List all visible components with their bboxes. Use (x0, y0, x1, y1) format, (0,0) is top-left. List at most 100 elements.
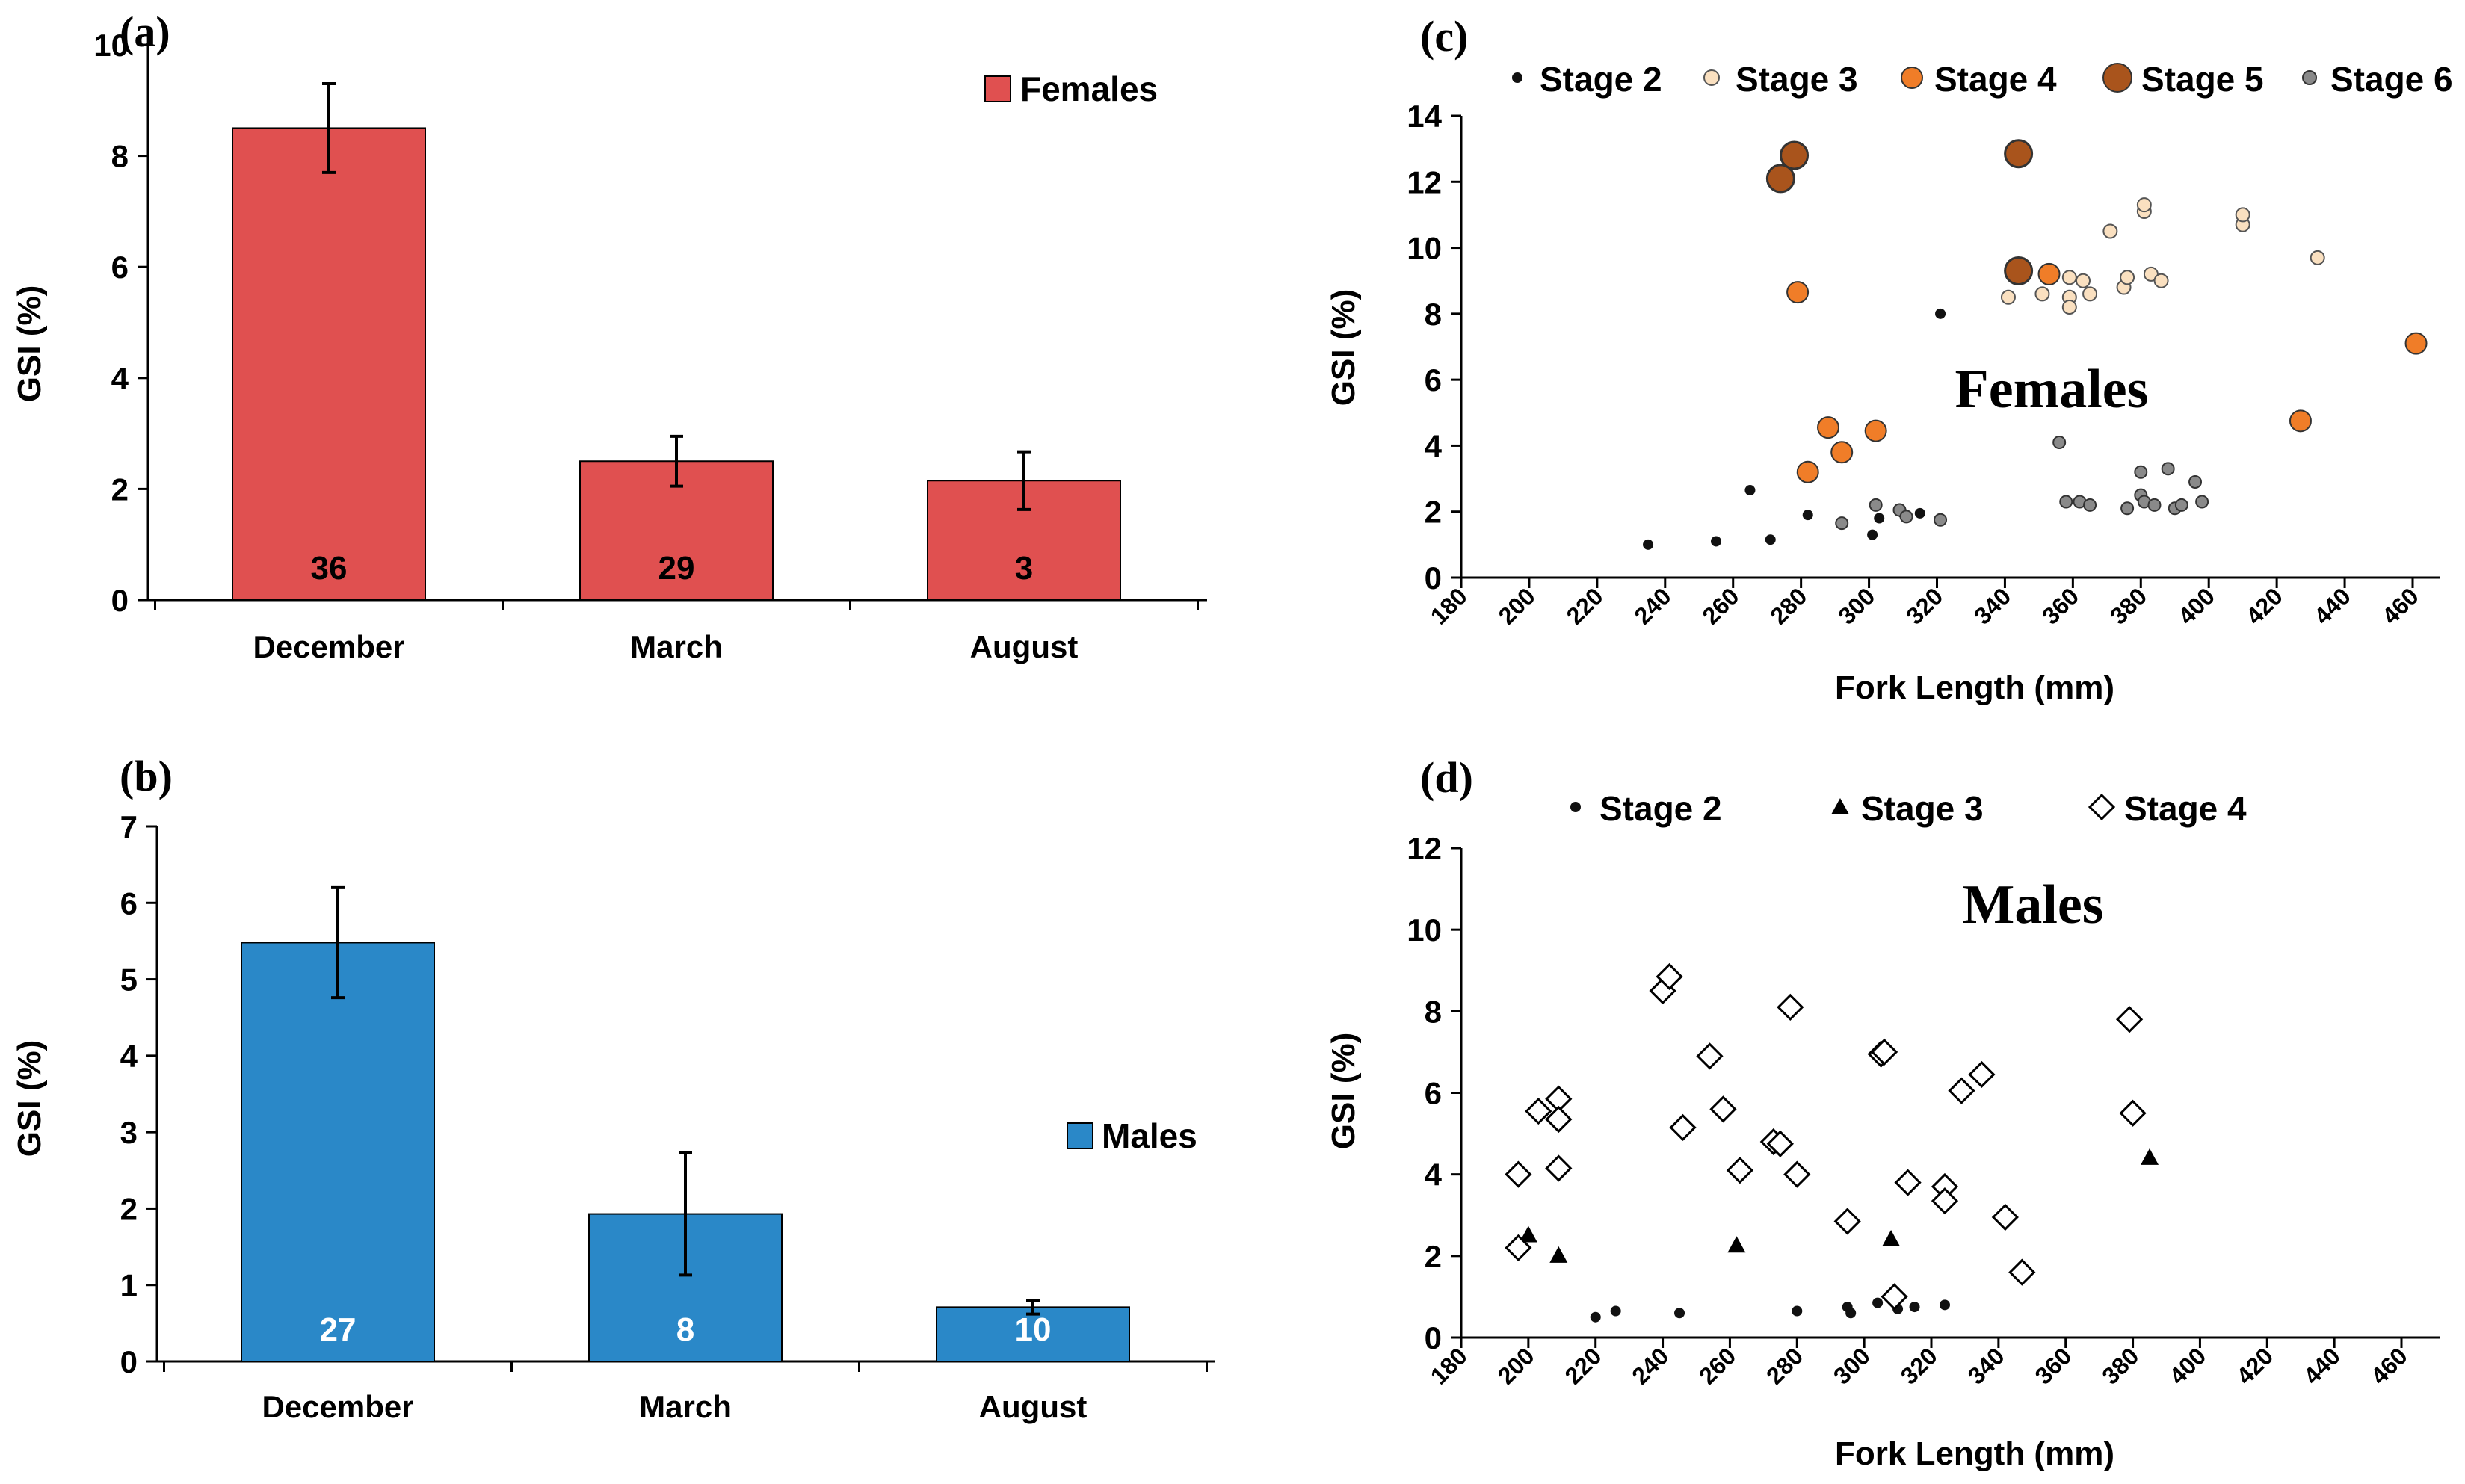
point-c-stage6 (2083, 498, 2097, 512)
panel-label-b: (b) (120, 752, 173, 800)
point-c-stage3 (2000, 289, 2016, 305)
y-tick-label-a: 4 (111, 361, 129, 396)
legend-c-stage6-label: Stage 6 (2330, 60, 2453, 99)
legend-c-stage6-marker (2302, 70, 2317, 85)
x-tick-label-c: 360 (2037, 582, 2084, 629)
point-d-stage4 (1991, 1203, 2019, 1231)
legend-d-stage2-label: Stage 2 (1599, 789, 1722, 828)
point-d-stage2 (1872, 1297, 1884, 1308)
y-tick-label-b: 7 (120, 809, 138, 844)
y-tick-label-b: 5 (120, 962, 138, 998)
legend-c: Stage 2 Stage 3 Stage 4 Stage 5 Stage 6 (1512, 60, 2453, 99)
point-c-stage6 (2059, 495, 2073, 509)
ylabel-b: GSI (%) (11, 1040, 48, 1157)
point-d-stage3 (1549, 1246, 1568, 1263)
legend-c-stage2-marker (1512, 72, 1522, 83)
point-c-stage4 (2289, 409, 2312, 433)
y-tick-label-d: 10 (1407, 912, 1442, 947)
legend-c-stage2-label: Stage 2 (1540, 60, 1662, 99)
x-tick-label-c: 200 (1493, 582, 1540, 629)
bar-august (936, 1306, 1130, 1363)
xlabel-d: Fork Length (mm) (1835, 1435, 2114, 1472)
point-c-stage2 (1643, 539, 1654, 550)
point-d-stage4 (1505, 1234, 1532, 1262)
point-c-stage6 (2120, 501, 2135, 516)
point-d-stage4 (2008, 1258, 2036, 1286)
bar-count-label: 29 (658, 550, 695, 587)
males-overlay-label: Males (1962, 874, 2103, 936)
panel-label-a: (a) (120, 7, 170, 56)
y-tick-label-b: 3 (120, 1115, 138, 1150)
point-d-stage4 (1726, 1157, 1754, 1184)
point-c-stage6 (2134, 465, 2148, 479)
point-c-stage2 (1802, 510, 1813, 521)
x-tick-label-c: 380 (2105, 582, 2152, 629)
ylabel-d: GSI (%) (1325, 1033, 1362, 1149)
legend-label-females: Females (1020, 69, 1158, 108)
y-tick-label-c: 6 (1425, 362, 1442, 398)
point-c-stage3 (2061, 270, 2077, 285)
point-d-stage4 (1545, 1105, 1573, 1134)
point-c-stage4 (1796, 460, 1819, 483)
y-tick-label-d: 4 (1425, 1157, 1443, 1193)
legend-d: Stage 2 Stage 3 Stage 4 (1570, 789, 2247, 828)
point-d-stage4 (1833, 1208, 1861, 1235)
category-label-december: December (262, 1389, 413, 1424)
x-tick-label-d: 220 (1559, 1342, 1606, 1389)
y-tick-label-a: 10 (93, 28, 129, 63)
point-d-stage2 (1909, 1302, 1920, 1313)
y-tick-label-b: 0 (120, 1344, 138, 1379)
point-d-stage4 (1894, 1169, 1922, 1196)
y-tick-label-a: 6 (111, 250, 129, 285)
x-tick-label-c: 320 (1901, 582, 1948, 629)
y-tick-label-d: 6 (1425, 1076, 1442, 1111)
y-tick-label-d: 0 (1425, 1320, 1442, 1355)
legend-d-stage4-label: Stage 4 (2124, 789, 2247, 828)
x-tick-label-d: 440 (2298, 1342, 2345, 1389)
x-tick-label-c: 340 (1969, 582, 2016, 629)
legend-c-stage5-marker (2102, 63, 2132, 93)
y-tick-label-a: 8 (111, 139, 129, 174)
x-tick-label-d: 240 (1626, 1342, 1673, 1389)
y-tick-label-d: 8 (1425, 994, 1442, 1029)
point-d-stage4 (1656, 962, 1683, 991)
y-tick-label-d: 12 (1407, 831, 1442, 866)
category-label-march: March (639, 1389, 732, 1424)
point-c-stage3 (2153, 273, 2169, 288)
y-tick-label-c: 8 (1425, 297, 1442, 332)
y-tick-label-c: 4 (1425, 428, 1443, 463)
x-tick-label-d: 400 (2164, 1342, 2211, 1389)
x-tick-label-d: 300 (1828, 1342, 1875, 1389)
point-d-stage4 (1870, 1038, 1898, 1066)
x-tick-label-d: 320 (1895, 1342, 1943, 1389)
ylabel-c: GSI (%) (1325, 289, 1362, 406)
point-d-stage3 (1882, 1230, 1901, 1246)
point-c-stage3 (2061, 300, 2077, 315)
y-tick-label-a: 0 (111, 583, 129, 618)
legend-swatch-females (984, 75, 1011, 102)
y-tick-label-b: 2 (120, 1191, 138, 1226)
point-c-stage3 (2034, 286, 2050, 302)
point-c-stage4 (2037, 262, 2061, 285)
point-c-stage2 (1744, 485, 1756, 496)
x-tick-label-d: 380 (2097, 1342, 2144, 1389)
point-d-stage4 (1783, 1160, 1811, 1188)
point-c-stage5 (2004, 256, 2034, 285)
point-c-stage5 (1765, 164, 1795, 194)
point-c-stage6 (1835, 516, 1849, 531)
bar-count-label: 10 (1015, 1311, 1052, 1348)
y-tick-label-b: 4 (120, 1039, 138, 1074)
point-c-stage4 (1786, 281, 1810, 304)
bar-count-label: 3 (1015, 550, 1033, 587)
point-c-stage3 (2136, 197, 2152, 213)
point-d-stage3 (1519, 1225, 1537, 1243)
bar-december (241, 942, 435, 1362)
point-d-stage4 (1696, 1042, 1724, 1070)
legend-label-males: Males (1102, 1116, 1197, 1155)
legend-c-stage3-label: Stage 3 (1736, 60, 1858, 99)
point-c-stage4 (1817, 416, 1840, 439)
x-tick-label-d: 360 (2029, 1342, 2076, 1389)
point-c-stage2 (1874, 513, 1885, 524)
x-tick-label-c: 460 (2377, 582, 2424, 629)
x-tick-label-c: 280 (1765, 582, 1812, 629)
